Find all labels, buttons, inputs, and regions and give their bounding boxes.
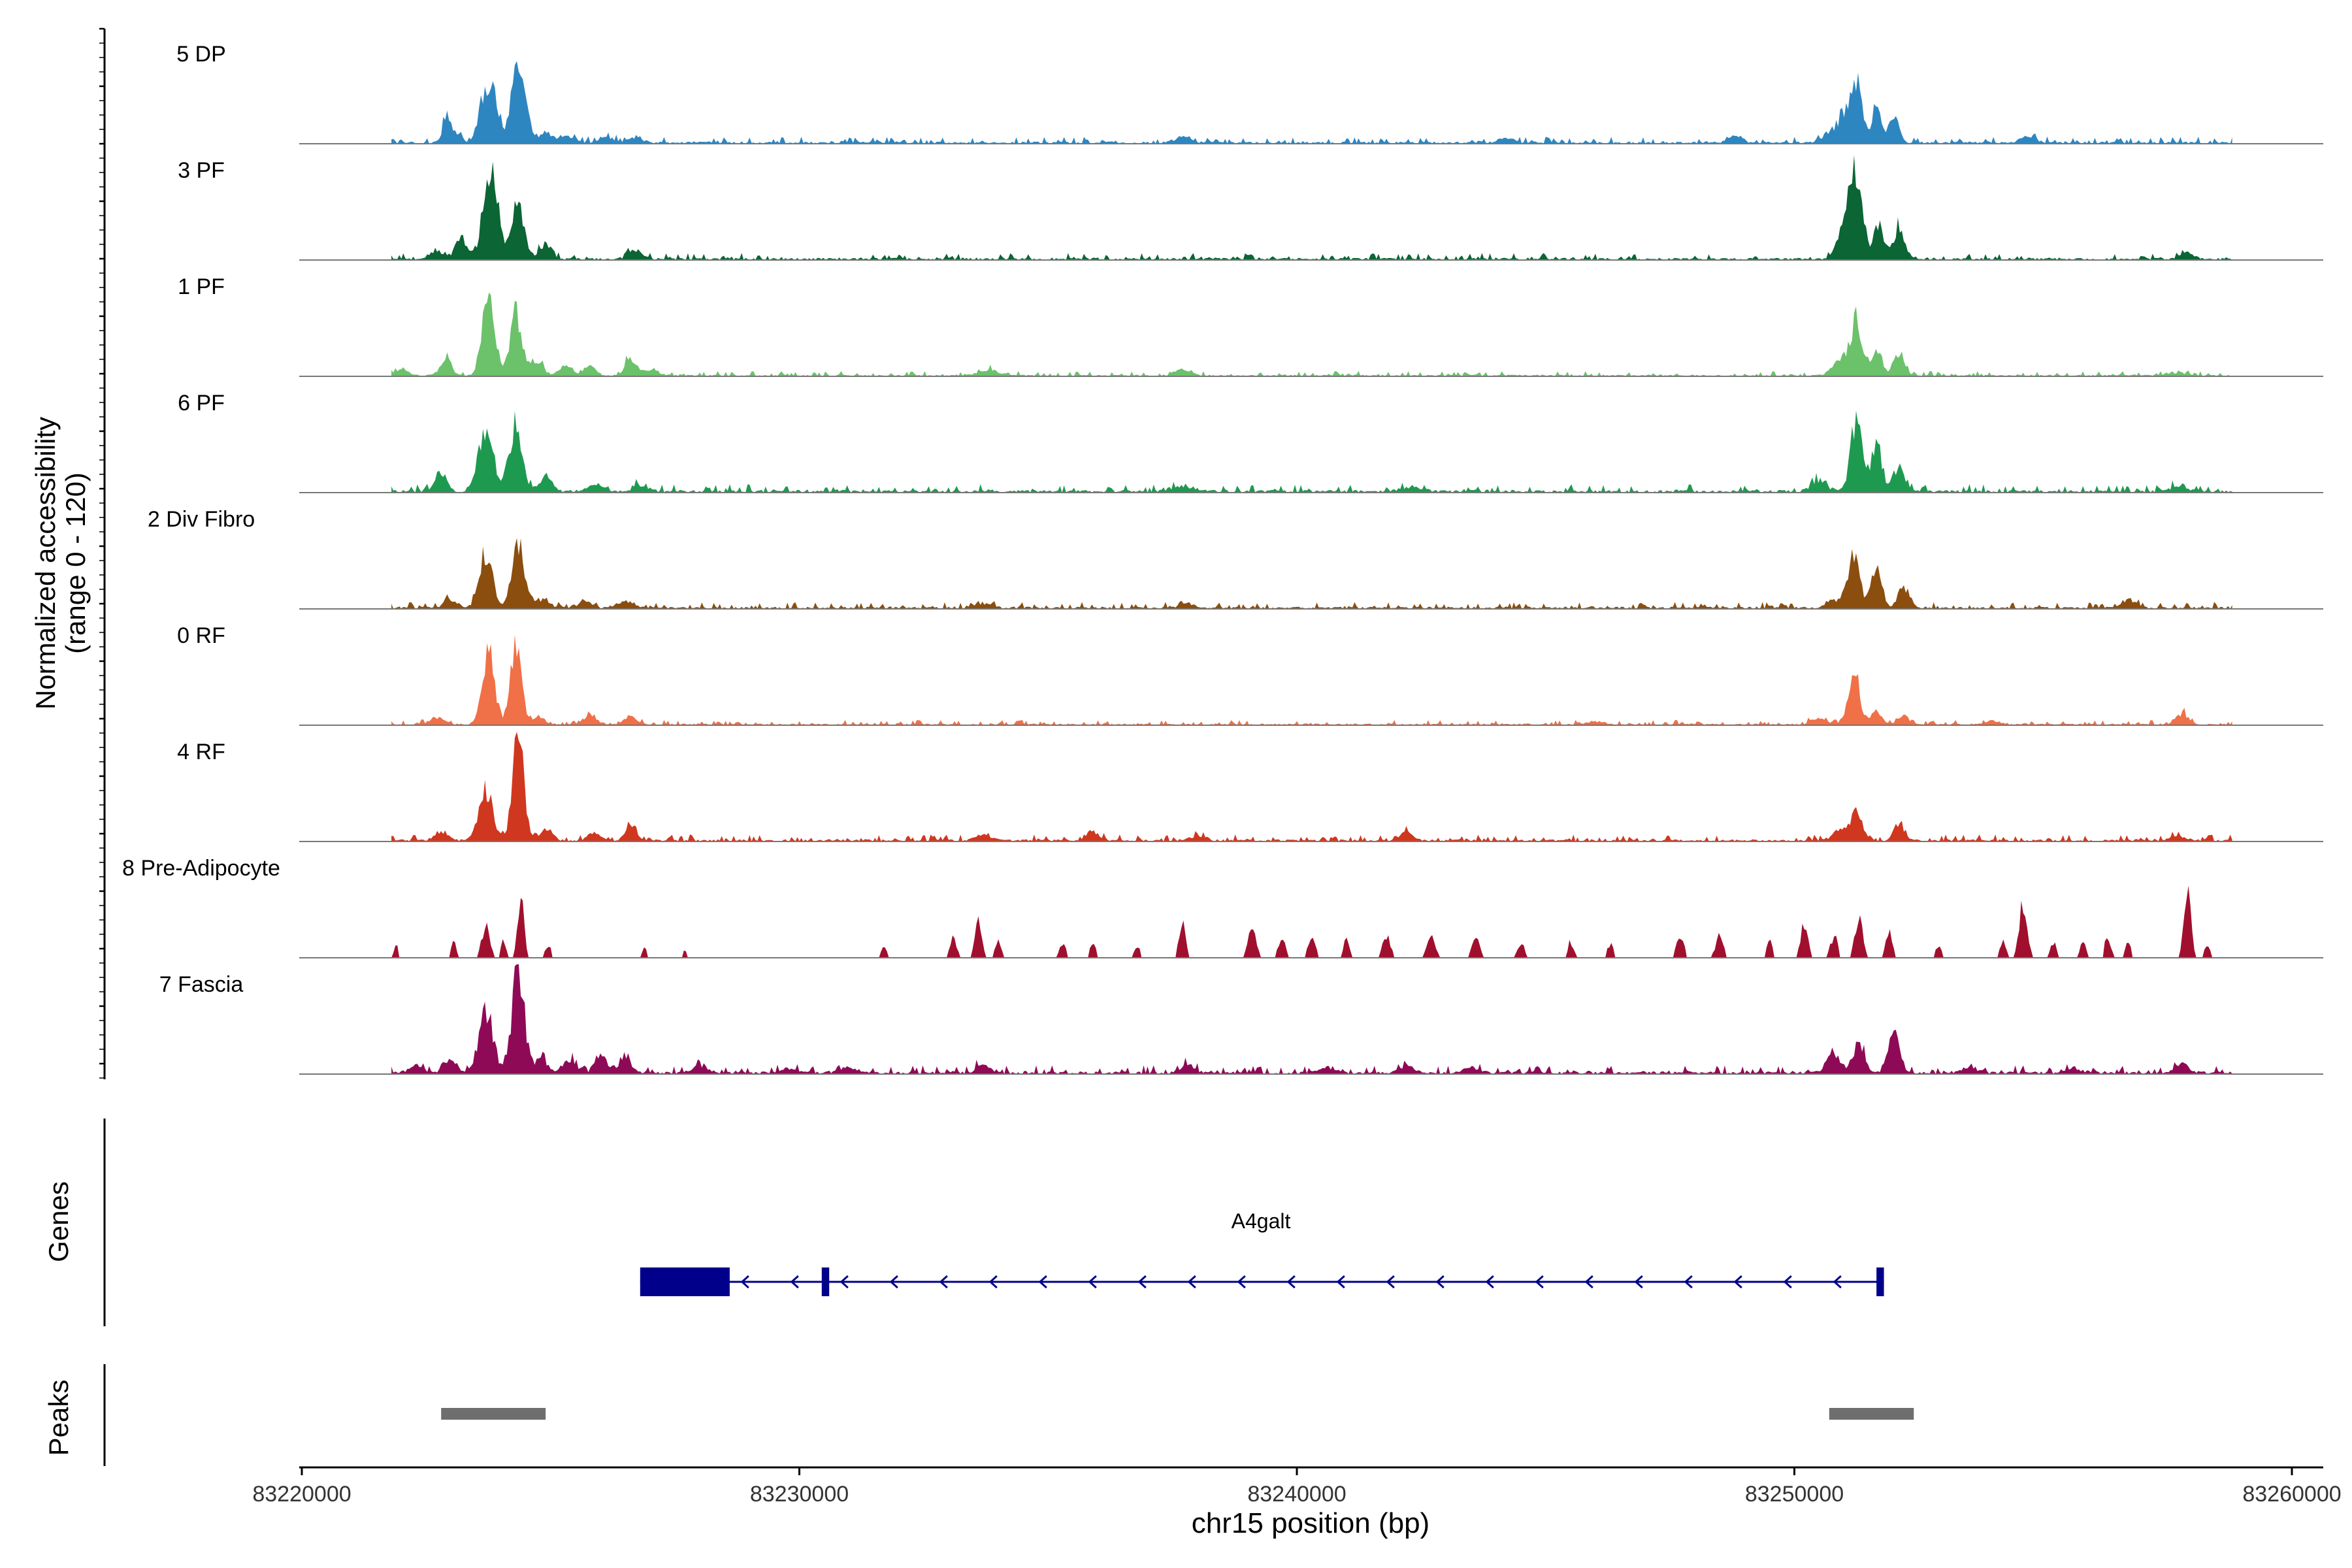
gene-strand-arrow — [1088, 1275, 1097, 1289]
track-coverage-area — [391, 61, 2232, 144]
track-label: 1 PF — [178, 274, 225, 299]
gene-strand-arrow — [1634, 1275, 1643, 1289]
gene-strand-arrow — [1485, 1275, 1494, 1289]
track-label: 8 Pre-Adipocyte — [122, 856, 280, 881]
track-3: 1 PF — [178, 274, 2323, 377]
track-coverage-area — [391, 155, 2232, 260]
coverage-tracks: 5 DP 3 PF 1 PF 6 PF 2 Div Fibro 0 RF 4 RF 8 Pre… — [122, 42, 2323, 1075]
gene-strand-arrow — [1833, 1275, 1842, 1289]
gene-track — [640, 1267, 1884, 1296]
gene-exon — [640, 1267, 730, 1296]
track-label: 2 Div Fibro — [148, 507, 255, 532]
x-axis-title: chr15 position (bp) — [1192, 1507, 1429, 1539]
track-coverage-area — [391, 538, 2232, 609]
gene-strand-arrow — [1336, 1275, 1345, 1289]
track-label: 6 PF — [178, 391, 225, 416]
track-5: 2 Div Fibro — [148, 507, 2323, 610]
track-4: 6 PF — [178, 391, 2323, 493]
gene-strand-arrow — [1237, 1275, 1246, 1289]
gene-strand-arrow — [1783, 1275, 1792, 1289]
x-tick-label: 83250000 — [1745, 1482, 1844, 1507]
track-label: 3 PF — [178, 158, 225, 183]
track-label: 0 RF — [177, 623, 225, 648]
track-1: 5 DP — [176, 42, 2323, 144]
genes-panel-label-group: Genes — [43, 1181, 74, 1262]
gene-strand-arrow — [1684, 1275, 1693, 1289]
track-coverage-area — [391, 885, 2232, 958]
y-axis-title: Normalized accessibility (range 0 - 120) — [30, 417, 91, 710]
peak-region-bar — [1829, 1408, 1914, 1420]
peaks-panel-label-group: Peaks — [43, 1380, 74, 1456]
peak-region-bar — [441, 1408, 546, 1420]
gene-exon — [821, 1267, 830, 1296]
track-label: 7 Fascia — [159, 972, 244, 997]
gene-strand-arrow — [1038, 1275, 1047, 1289]
gene-strand-arrow — [1386, 1275, 1395, 1289]
x-tick-label: 83260000 — [2242, 1482, 2341, 1507]
gene-exon — [1876, 1267, 1884, 1296]
gene-strand-arrow — [840, 1275, 849, 1289]
track-coverage-area — [391, 634, 2232, 725]
track-coverage-area — [391, 410, 2232, 493]
gene-name-label: A4galt — [1232, 1209, 1291, 1233]
gene-strand-arrow — [740, 1275, 749, 1289]
gene-strand-arrow — [939, 1275, 948, 1289]
track-label: 5 DP — [176, 42, 226, 67]
gene-strand-arrow — [889, 1275, 898, 1289]
peaks-panel-label: Peaks — [43, 1380, 74, 1456]
gene-strand-arrow — [1187, 1275, 1196, 1289]
gene-strand-arrow — [1435, 1275, 1445, 1289]
track-9: 7 Fascia — [159, 964, 2323, 1075]
gene-strand-arrow — [1286, 1275, 1296, 1289]
track-8: 8 Pre-Adipocyte — [122, 856, 2323, 958]
gene-strand-arrow — [1137, 1275, 1147, 1289]
gene-strand-arrow — [790, 1275, 799, 1289]
y-axis-ticks — [99, 27, 105, 1079]
genes-panel-label: Genes — [43, 1181, 74, 1262]
y-axis-title-line2: (range 0 - 120) — [60, 472, 91, 654]
x-tick-label: 83230000 — [750, 1482, 849, 1507]
track-2: 3 PF — [178, 155, 2323, 261]
peak-regions — [441, 1408, 1914, 1420]
y-axis-title-line1: Normalized accessibility — [30, 417, 61, 710]
gene-strand-arrow — [1535, 1275, 1544, 1289]
gene-strand-arrow — [1733, 1275, 1742, 1289]
x-tick-label: 83240000 — [1247, 1482, 1346, 1507]
track-7: 4 RF — [177, 732, 2323, 842]
gene-strand-arrow — [988, 1275, 998, 1289]
x-tick-label: 83220000 — [252, 1482, 351, 1507]
track-label: 4 RF — [177, 740, 225, 764]
gene-strand-arrow — [1584, 1275, 1593, 1289]
track-coverage-area — [391, 732, 2232, 841]
track-coverage-area — [391, 964, 2232, 1074]
track-coverage-area — [391, 293, 2232, 376]
x-axis-ticks: 83220000 83230000 83240000 83250000 83260000 — [252, 1467, 2342, 1507]
track-6: 0 RF — [177, 623, 2323, 726]
